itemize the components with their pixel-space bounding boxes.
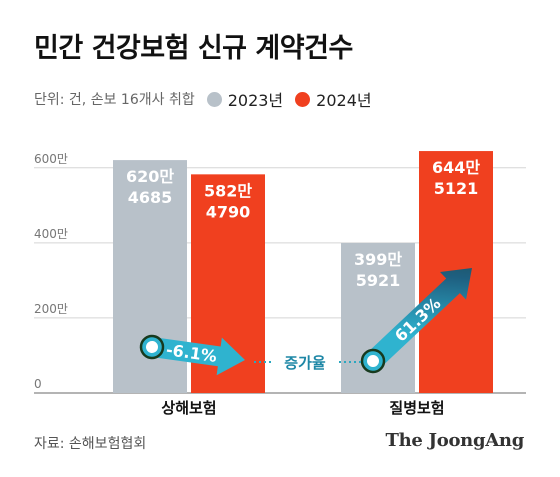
y-tick-label: 400만 — [34, 227, 68, 241]
bars: 620만 4685 582만 4790 399만 5921 644만 5121 — [113, 151, 493, 393]
bar-value-label: 4790 — [206, 202, 251, 221]
bar-value-label: 5121 — [434, 179, 479, 198]
legend-2024: 2024년 — [295, 87, 372, 111]
category-labels: 상해보험 질병보험 — [161, 399, 444, 417]
bar-value-label: 399만 — [354, 250, 402, 269]
bar-value-label: 620만 — [126, 167, 174, 186]
legend-2023: 2023년 — [206, 87, 284, 111]
bar-value-label: 582만 — [204, 181, 252, 200]
chart-subtitle: 단위: 건, 손보 16개사 취합 2023년 2024년 — [34, 87, 372, 111]
category-label: 상해보험 — [161, 399, 216, 417]
unit-note: 단위: 건, 손보 16개사 취합 — [34, 92, 195, 108]
legend-2023-swatch — [206, 91, 222, 107]
y-tick-label: 0 — [34, 377, 42, 391]
bar-value-label: 5921 — [356, 271, 401, 290]
bar-value-label: 4685 — [128, 188, 173, 207]
growth-middle-label: 증가율 — [284, 354, 326, 372]
y-tick-labels: 0 200만 400만 600만 — [34, 152, 68, 391]
source-note: 자료: 손해보험협회 — [34, 436, 147, 452]
arrow-tail-dot — [367, 355, 379, 367]
growth-arrow-shape — [366, 267, 473, 369]
bar-value-label: 644만 — [432, 158, 480, 177]
middle-label-bg — [274, 350, 336, 374]
brand-logo: The JoongAng — [385, 430, 525, 451]
legend-2023-label: 2023년 — [227, 91, 284, 110]
chart-title: 민간 건강보험 신규 계약건수 — [34, 33, 353, 64]
legend-2024-swatch — [295, 91, 311, 107]
y-tick-label: 600만 — [34, 152, 68, 166]
category-label: 질병보험 — [389, 399, 444, 417]
y-tick-label: 200만 — [34, 302, 68, 316]
arrow-tail-dot — [146, 341, 158, 353]
legend-2024-label: 2024년 — [316, 91, 372, 110]
growth-arrow-shape — [150, 337, 245, 376]
